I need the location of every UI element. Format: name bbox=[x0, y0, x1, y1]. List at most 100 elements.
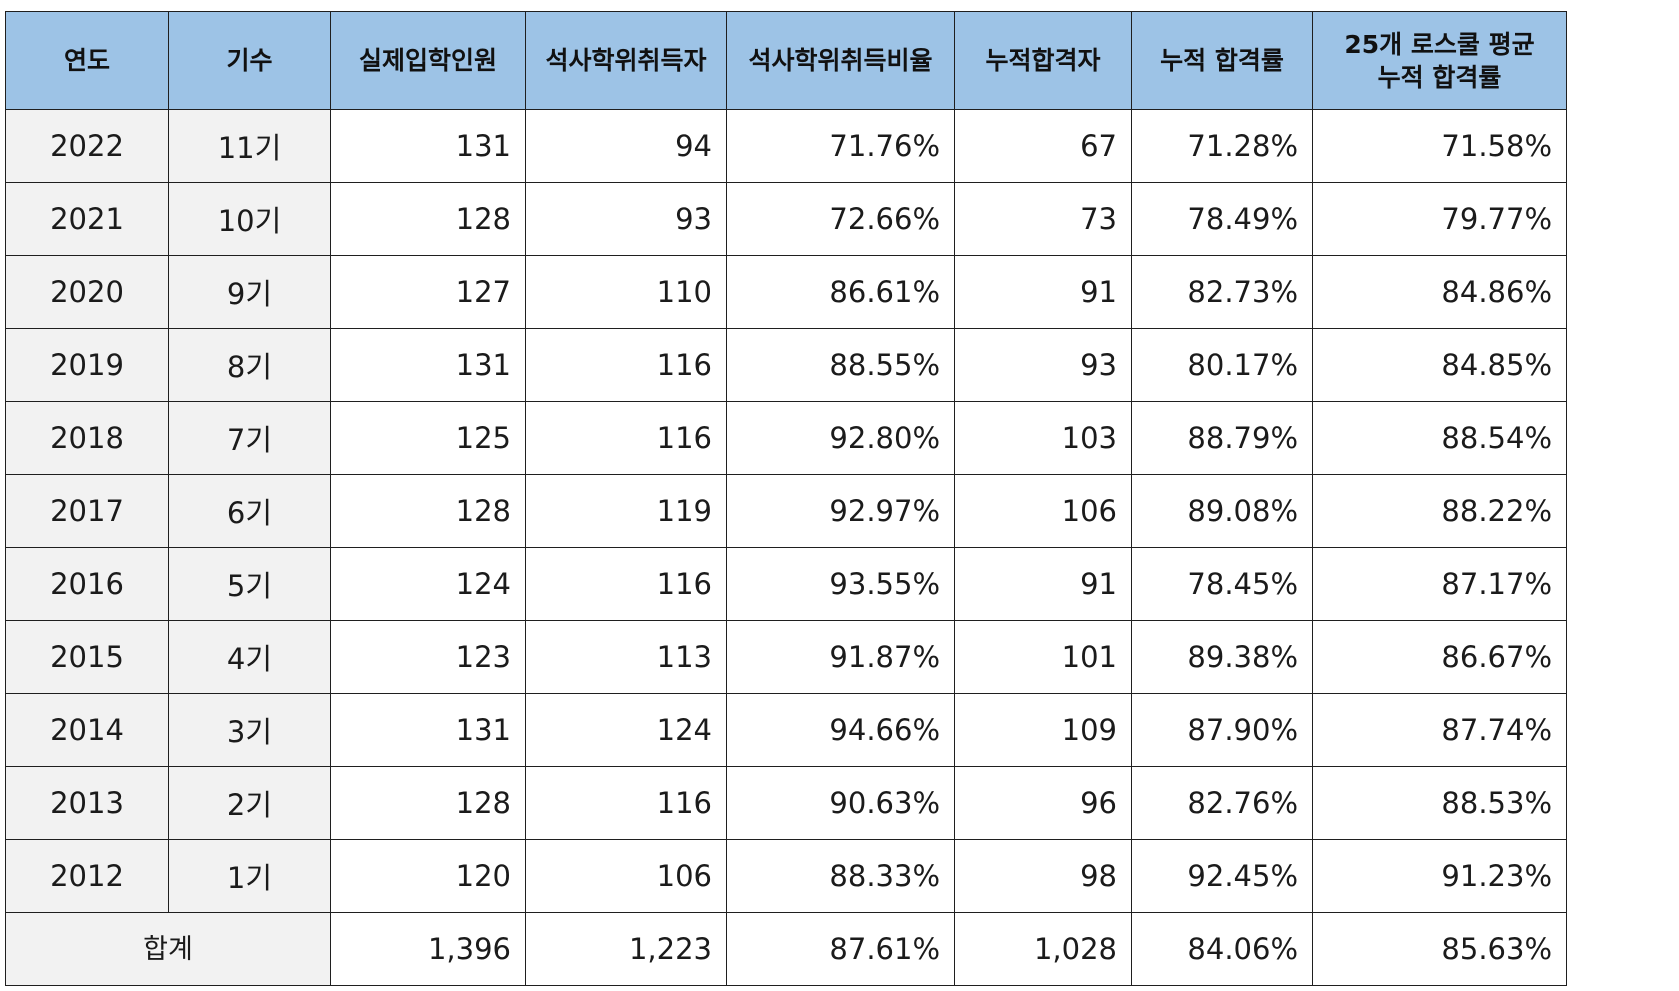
enrolled-cell: 125 bbox=[330, 401, 526, 475]
masters-cell: 124 bbox=[525, 693, 727, 767]
cumulative-passers-cell: 101 bbox=[954, 620, 1132, 694]
cumulative-rate-cell: 89.08% bbox=[1131, 474, 1313, 548]
masters-ratio-cell: 92.97% bbox=[726, 474, 955, 548]
total-enrolled-cell: 1,396 bbox=[330, 912, 526, 986]
year-cell: 2018 bbox=[5, 401, 169, 475]
table-row: 2021 10기 128 93 72.66% 73 78.49% 79.77% bbox=[5, 182, 1567, 256]
total-masters-cell: 1,223 bbox=[525, 912, 727, 986]
year-cell: 2015 bbox=[5, 620, 169, 694]
enrolled-cell: 120 bbox=[330, 839, 526, 913]
masters-cell: 106 bbox=[525, 839, 727, 913]
average-rate-cell: 87.17% bbox=[1312, 547, 1567, 621]
cumulative-rate-cell: 82.76% bbox=[1131, 766, 1313, 840]
cumulative-rate-cell: 78.49% bbox=[1131, 182, 1313, 256]
average-rate-cell: 88.22% bbox=[1312, 474, 1567, 548]
generation-cell: 8기 bbox=[168, 328, 331, 402]
average-rate-cell: 86.67% bbox=[1312, 620, 1567, 694]
generation-cell: 1기 bbox=[168, 839, 331, 913]
cumulative-passers-cell: 91 bbox=[954, 547, 1132, 621]
cumulative-passers-cell: 67 bbox=[954, 109, 1132, 183]
total-cumulative-passers-cell: 1,028 bbox=[954, 912, 1132, 986]
generation-cell: 6기 bbox=[168, 474, 331, 548]
average-rate-cell: 87.74% bbox=[1312, 693, 1567, 767]
year-cell: 2022 bbox=[5, 109, 169, 183]
average-rate-cell: 91.23% bbox=[1312, 839, 1567, 913]
header-row: 연도 기수 실제입학인원 석사학위취득자 석사학위취득비율 누적합격자 누적 합… bbox=[5, 11, 1567, 110]
header-cumulative-passers: 누적합격자 bbox=[954, 11, 1132, 110]
cumulative-rate-cell: 92.45% bbox=[1131, 839, 1313, 913]
average-rate-cell: 84.85% bbox=[1312, 328, 1567, 402]
average-rate-cell: 84.86% bbox=[1312, 255, 1567, 329]
masters-cell: 93 bbox=[525, 182, 727, 256]
masters-cell: 116 bbox=[525, 401, 727, 475]
year-cell: 2020 bbox=[5, 255, 169, 329]
total-label: 합계 bbox=[5, 912, 331, 986]
enrolled-cell: 123 bbox=[330, 620, 526, 694]
header-average-rate: 25개 로스쿨 평균 누적 합격률 bbox=[1312, 11, 1567, 110]
generation-cell: 11기 bbox=[168, 109, 331, 183]
table-row: 2016 5기 124 116 93.55% 91 78.45% 87.17% bbox=[5, 547, 1567, 621]
enrolled-cell: 128 bbox=[330, 474, 526, 548]
header-masters-ratio: 석사학위취득비율 bbox=[726, 11, 955, 110]
masters-ratio-cell: 88.33% bbox=[726, 839, 955, 913]
table-row: 2014 3기 131 124 94.66% 109 87.90% 87.74% bbox=[5, 693, 1567, 767]
enrolled-cell: 124 bbox=[330, 547, 526, 621]
cumulative-rate-cell: 80.17% bbox=[1131, 328, 1313, 402]
generation-cell: 4기 bbox=[168, 620, 331, 694]
average-rate-cell: 88.54% bbox=[1312, 401, 1567, 475]
table-row: 2012 1기 120 106 88.33% 98 92.45% 91.23% bbox=[5, 839, 1567, 913]
total-cumulative-rate-cell: 84.06% bbox=[1131, 912, 1313, 986]
total-average-rate-cell: 85.63% bbox=[1312, 912, 1567, 986]
cumulative-passers-cell: 93 bbox=[954, 328, 1132, 402]
header-enrolled: 실제입학인원 bbox=[330, 11, 526, 110]
table-row: 2019 8기 131 116 88.55% 93 80.17% 84.85% bbox=[5, 328, 1567, 402]
generation-cell: 10기 bbox=[168, 182, 331, 256]
header-generation: 기수 bbox=[168, 11, 331, 110]
cumulative-passers-cell: 106 bbox=[954, 474, 1132, 548]
generation-cell: 5기 bbox=[168, 547, 331, 621]
table-row: 2020 9기 127 110 86.61% 91 82.73% 84.86% bbox=[5, 255, 1567, 329]
cumulative-rate-cell: 88.79% bbox=[1131, 401, 1313, 475]
masters-cell: 113 bbox=[525, 620, 727, 694]
year-cell: 2017 bbox=[5, 474, 169, 548]
generation-cell: 3기 bbox=[168, 693, 331, 767]
masters-cell: 116 bbox=[525, 547, 727, 621]
law-school-stats-table: 연도 기수 실제입학인원 석사학위취득자 석사학위취득비율 누적합격자 누적 합… bbox=[5, 11, 1567, 986]
masters-ratio-cell: 93.55% bbox=[726, 547, 955, 621]
masters-cell: 119 bbox=[525, 474, 727, 548]
enrolled-cell: 128 bbox=[330, 182, 526, 256]
year-cell: 2021 bbox=[5, 182, 169, 256]
masters-ratio-cell: 90.63% bbox=[726, 766, 955, 840]
cumulative-passers-cell: 91 bbox=[954, 255, 1132, 329]
masters-ratio-cell: 88.55% bbox=[726, 328, 955, 402]
generation-cell: 7기 bbox=[168, 401, 331, 475]
table-row: 2017 6기 128 119 92.97% 106 89.08% 88.22% bbox=[5, 474, 1567, 548]
table-row: 2015 4기 123 113 91.87% 101 89.38% 86.67% bbox=[5, 620, 1567, 694]
masters-cell: 110 bbox=[525, 255, 727, 329]
masters-ratio-cell: 72.66% bbox=[726, 182, 955, 256]
enrolled-cell: 127 bbox=[330, 255, 526, 329]
year-cell: 2016 bbox=[5, 547, 169, 621]
cumulative-rate-cell: 89.38% bbox=[1131, 620, 1313, 694]
cumulative-passers-cell: 98 bbox=[954, 839, 1132, 913]
enrolled-cell: 131 bbox=[330, 693, 526, 767]
masters-cell: 116 bbox=[525, 766, 727, 840]
cumulative-passers-cell: 73 bbox=[954, 182, 1132, 256]
masters-cell: 94 bbox=[525, 109, 727, 183]
enrolled-cell: 128 bbox=[330, 766, 526, 840]
cumulative-passers-cell: 109 bbox=[954, 693, 1132, 767]
cumulative-passers-cell: 103 bbox=[954, 401, 1132, 475]
table-body: 2022 11기 131 94 71.76% 67 71.28% 71.58% 2021 10기 1… bbox=[5, 109, 1567, 986]
masters-ratio-cell: 71.76% bbox=[726, 109, 955, 183]
cumulative-rate-cell: 82.73% bbox=[1131, 255, 1313, 329]
cumulative-rate-cell: 78.45% bbox=[1131, 547, 1313, 621]
header-year: 연도 bbox=[5, 11, 169, 110]
masters-ratio-cell: 94.66% bbox=[726, 693, 955, 767]
table-row: 2018 7기 125 116 92.80% 103 88.79% 88.54% bbox=[5, 401, 1567, 475]
cumulative-passers-cell: 96 bbox=[954, 766, 1132, 840]
masters-ratio-cell: 91.87% bbox=[726, 620, 955, 694]
table-row: 2022 11기 131 94 71.76% 67 71.28% 71.58% bbox=[5, 109, 1567, 183]
header-average-rate-line1: 25개 로스쿨 평균 bbox=[1344, 29, 1535, 59]
year-cell: 2019 bbox=[5, 328, 169, 402]
table-row: 2013 2기 128 116 90.63% 96 82.76% 88.53% bbox=[5, 766, 1567, 840]
